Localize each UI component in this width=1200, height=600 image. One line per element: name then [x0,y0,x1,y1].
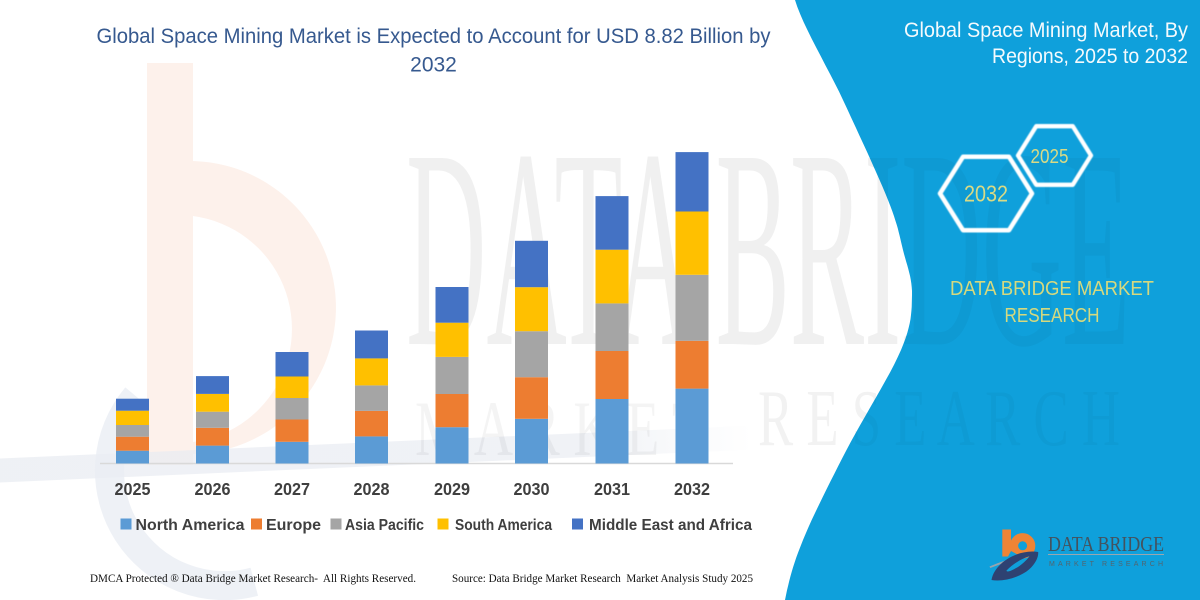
svg-text:Middle East and Africa: Middle East and Africa [589,517,752,534]
svg-text:South America: South America [455,517,552,534]
svg-text:2027: 2027 [274,479,310,499]
svg-text:DATA BRIDGE: DATA BRIDGE [406,92,1130,406]
svg-text:2028: 2028 [354,479,390,499]
svg-text:2031: 2031 [594,479,630,499]
svg-text:Regions, 2025 to 2032: Regions, 2025 to 2032 [992,45,1188,68]
svg-text:Asia Pacific: Asia Pacific [345,517,424,534]
svg-text:North America: North America [136,517,245,534]
svg-text:2032: 2032 [410,54,457,77]
svg-text:2032: 2032 [674,479,710,499]
svg-text:2025: 2025 [1031,146,1069,168]
svg-text:RESEARCH: RESEARCH [1005,305,1100,327]
svg-text:2025: 2025 [115,479,151,499]
svg-text:2029: 2029 [434,479,470,499]
svg-text:2032: 2032 [964,181,1008,207]
svg-text:2026: 2026 [195,479,231,499]
svg-text:DATA BRIDGE MARKET: DATA BRIDGE MARKET [950,278,1154,300]
svg-text:Source: Data Bridge Market Res: Source: Data Bridge Market Research Mark… [452,571,753,585]
svg-text:Global Space Mining Market is: Global Space Mining Market is Expected t… [97,25,771,48]
svg-text:Europe: Europe [266,517,321,534]
svg-text:MARKET RESEARCH: MARKET RESEARCH [1049,561,1163,568]
svg-text:Global Space Mining Market, By: Global Space Mining Market, By [904,19,1188,42]
svg-text:DMCA Protected ® Data Bridge M: DMCA Protected ® Data Bridge Market Rese… [90,571,416,585]
svg-text:DATA BRIDGE: DATA BRIDGE [1048,532,1164,556]
svg-text:2030: 2030 [514,479,550,499]
